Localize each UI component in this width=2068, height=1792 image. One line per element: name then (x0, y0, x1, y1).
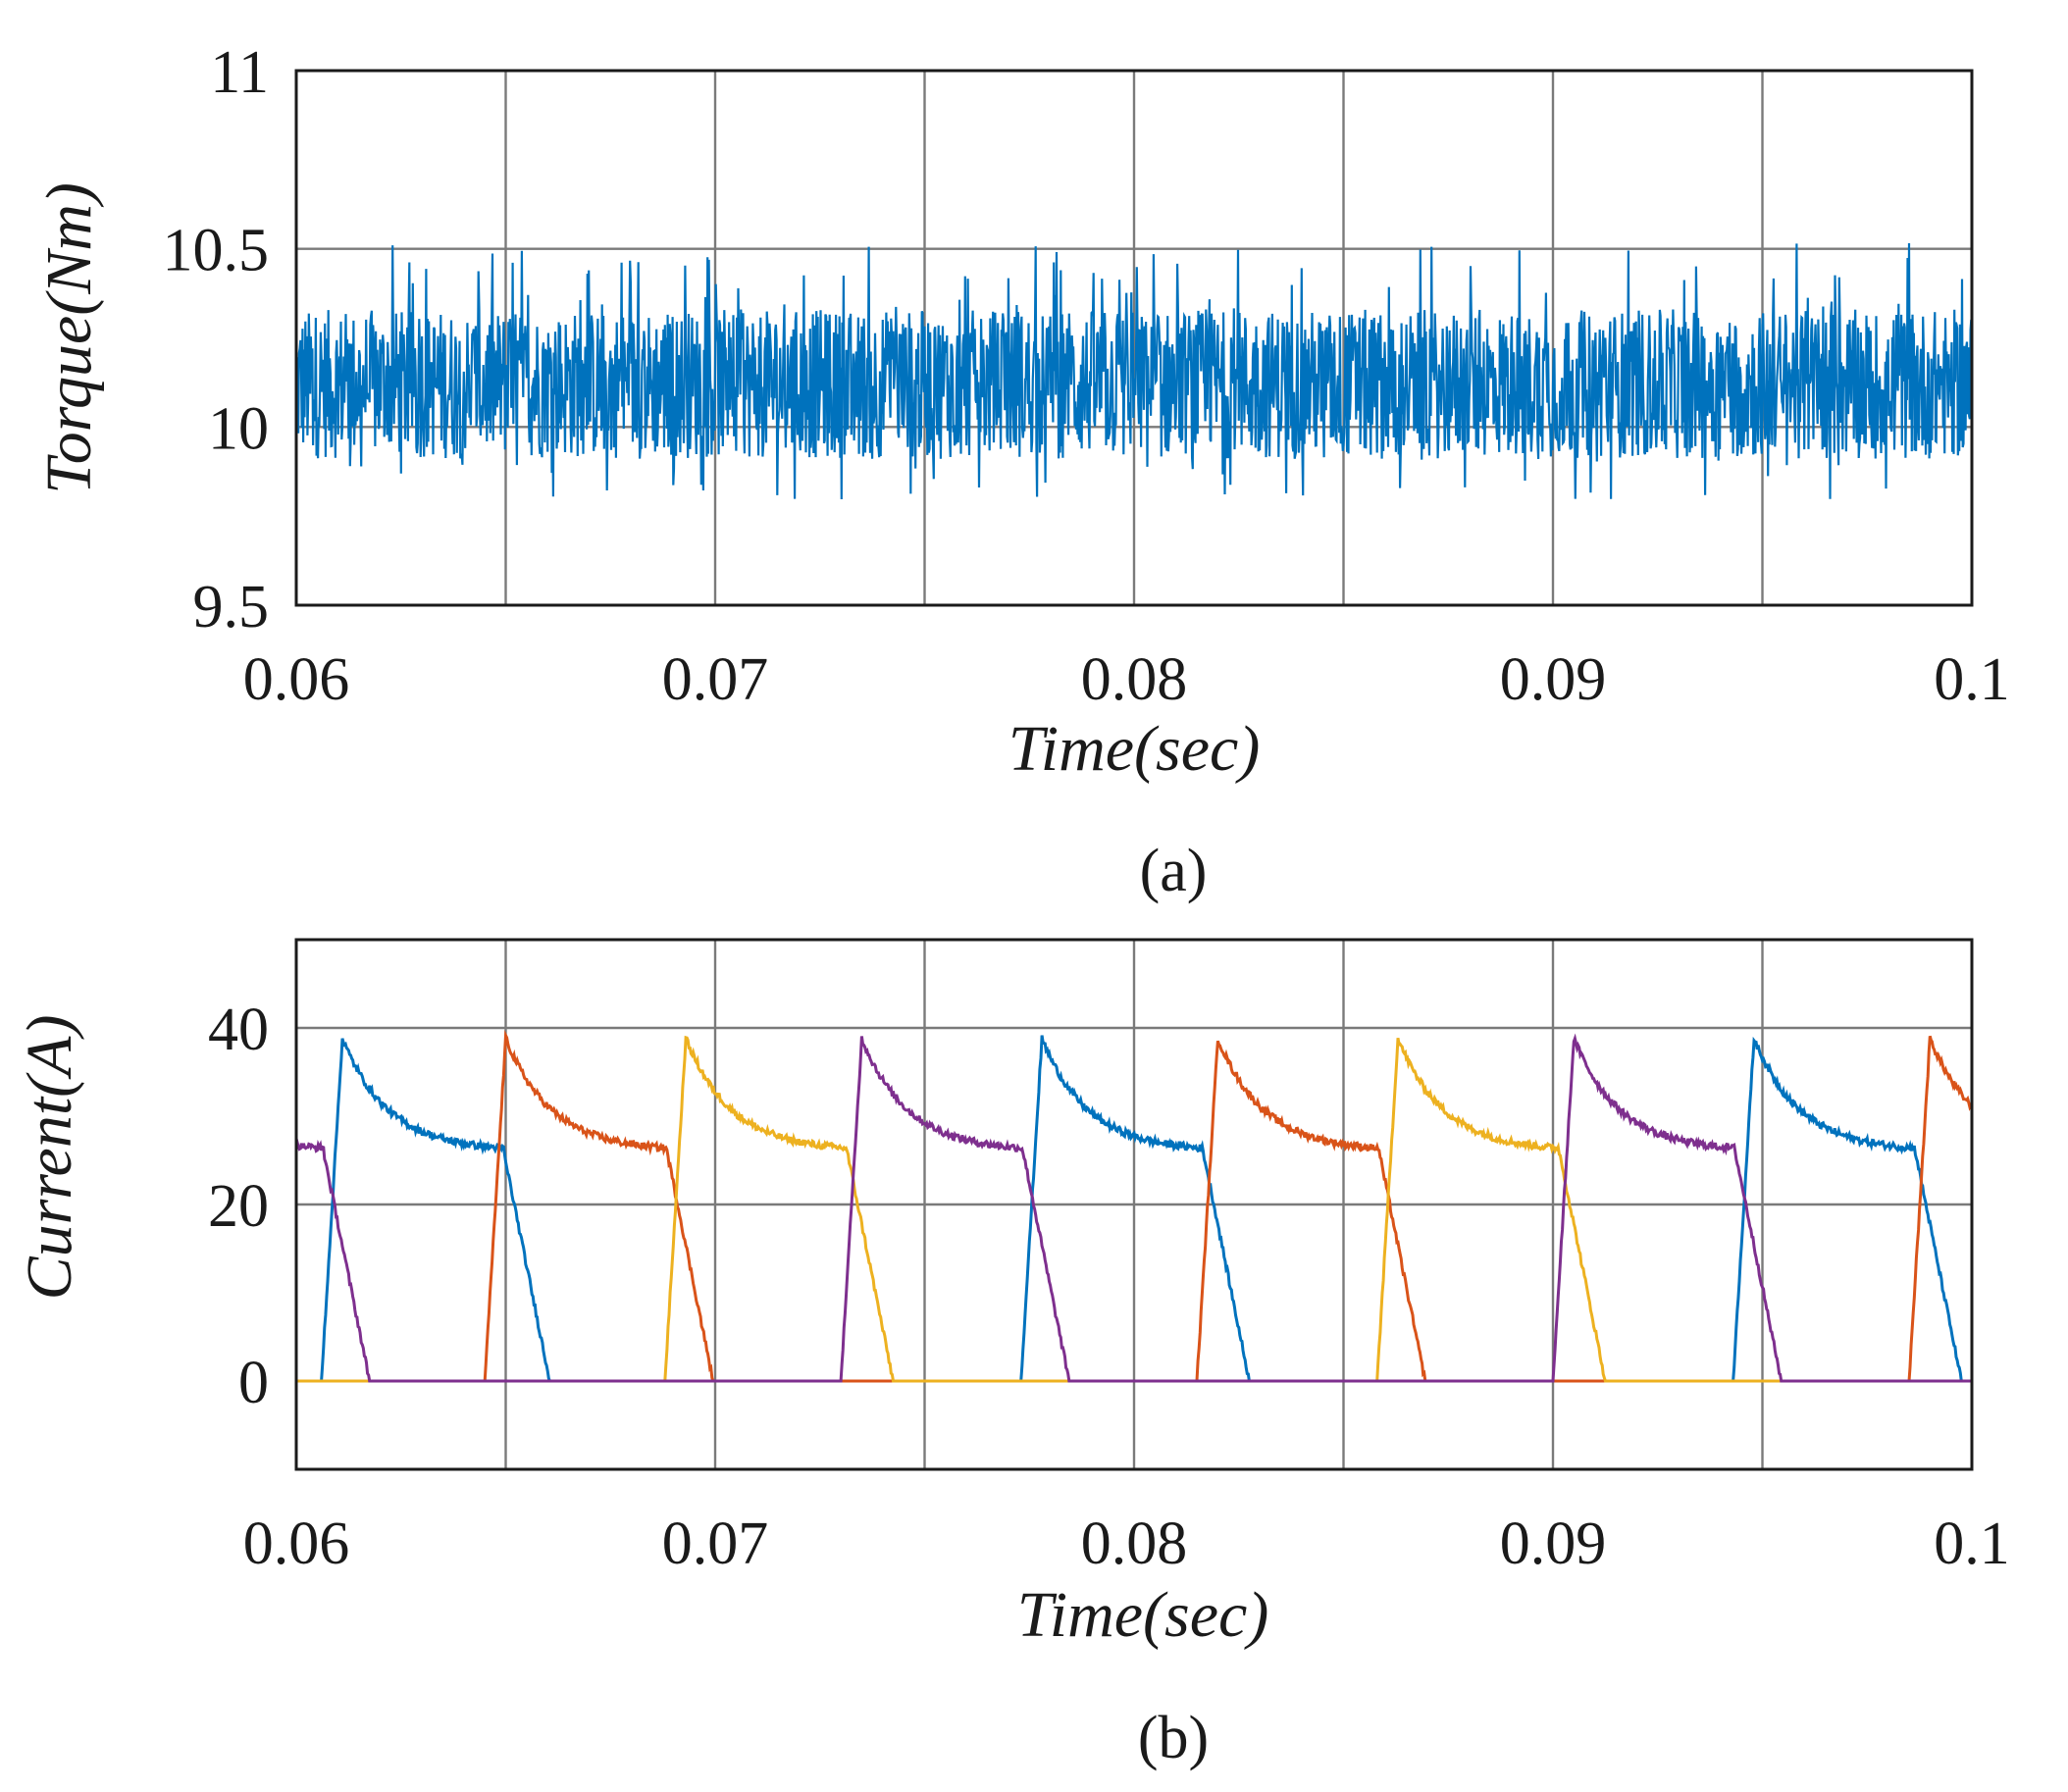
torque-x-tick-label: 0.09 (1500, 646, 1607, 713)
torque-x-tick-label: 0.06 (243, 646, 350, 713)
current-x-tick-label: 0.1 (1934, 1510, 2010, 1577)
torque-y-axis-label: Torque(Nm) (33, 182, 105, 494)
current-phase-4-line (294, 1033, 1972, 1383)
current-x-tick-label: 0.09 (1500, 1510, 1607, 1577)
torque-chart: 9.5 10 10.5 11 0.06 0.07 0.08 0.09 0.1 Time(sec… (33, 39, 2010, 904)
current-x-tick-label: 0.06 (243, 1510, 350, 1577)
current-y-tick-label: 40 (208, 997, 269, 1063)
current-x-tick-label: 0.07 (662, 1510, 769, 1577)
torque-y-tick-label: 10.5 (163, 218, 270, 284)
current-x-axis-label: Time(sec) (1017, 1579, 1269, 1651)
current-y-tick-label: 0 (238, 1350, 269, 1416)
torque-x-axis-label: Time(sec) (1008, 713, 1261, 785)
torque-y-tick-label: 10 (208, 395, 269, 462)
panel-a-caption: (a) (1140, 838, 1208, 904)
torque-series-line (294, 242, 1974, 500)
torque-x-tick-label: 0.07 (662, 646, 769, 713)
torque-x-tick-label: 0.08 (1081, 646, 1188, 713)
torque-y-ticks: 9.5 10 10.5 11 (163, 39, 270, 640)
torque-y-tick-label: 11 (210, 39, 269, 106)
current-grid (296, 940, 1972, 1469)
current-chart: 0 20 40 0.06 0.07 0.08 0.09 0.1 Time(sec) Curr… (14, 938, 2010, 1771)
torque-x-ticks: 0.06 0.07 0.08 0.09 0.1 (243, 646, 2010, 713)
panel-b-caption: (b) (1138, 1705, 1209, 1771)
current-series (294, 1029, 1973, 1383)
current-y-ticks: 0 20 40 (208, 997, 269, 1416)
torque-x-tick-label: 0.1 (1934, 646, 2010, 713)
torque-y-tick-label: 9.5 (193, 574, 270, 640)
current-plot-frame (294, 938, 1974, 1471)
current-x-tick-label: 0.08 (1081, 1510, 1188, 1577)
torque-plot-frame (294, 69, 1974, 607)
current-y-tick-label: 20 (208, 1173, 269, 1240)
current-y-axis-label: Current(A) (14, 1015, 85, 1301)
current-x-ticks: 0.06 0.07 0.08 0.09 0.1 (243, 1510, 2010, 1577)
